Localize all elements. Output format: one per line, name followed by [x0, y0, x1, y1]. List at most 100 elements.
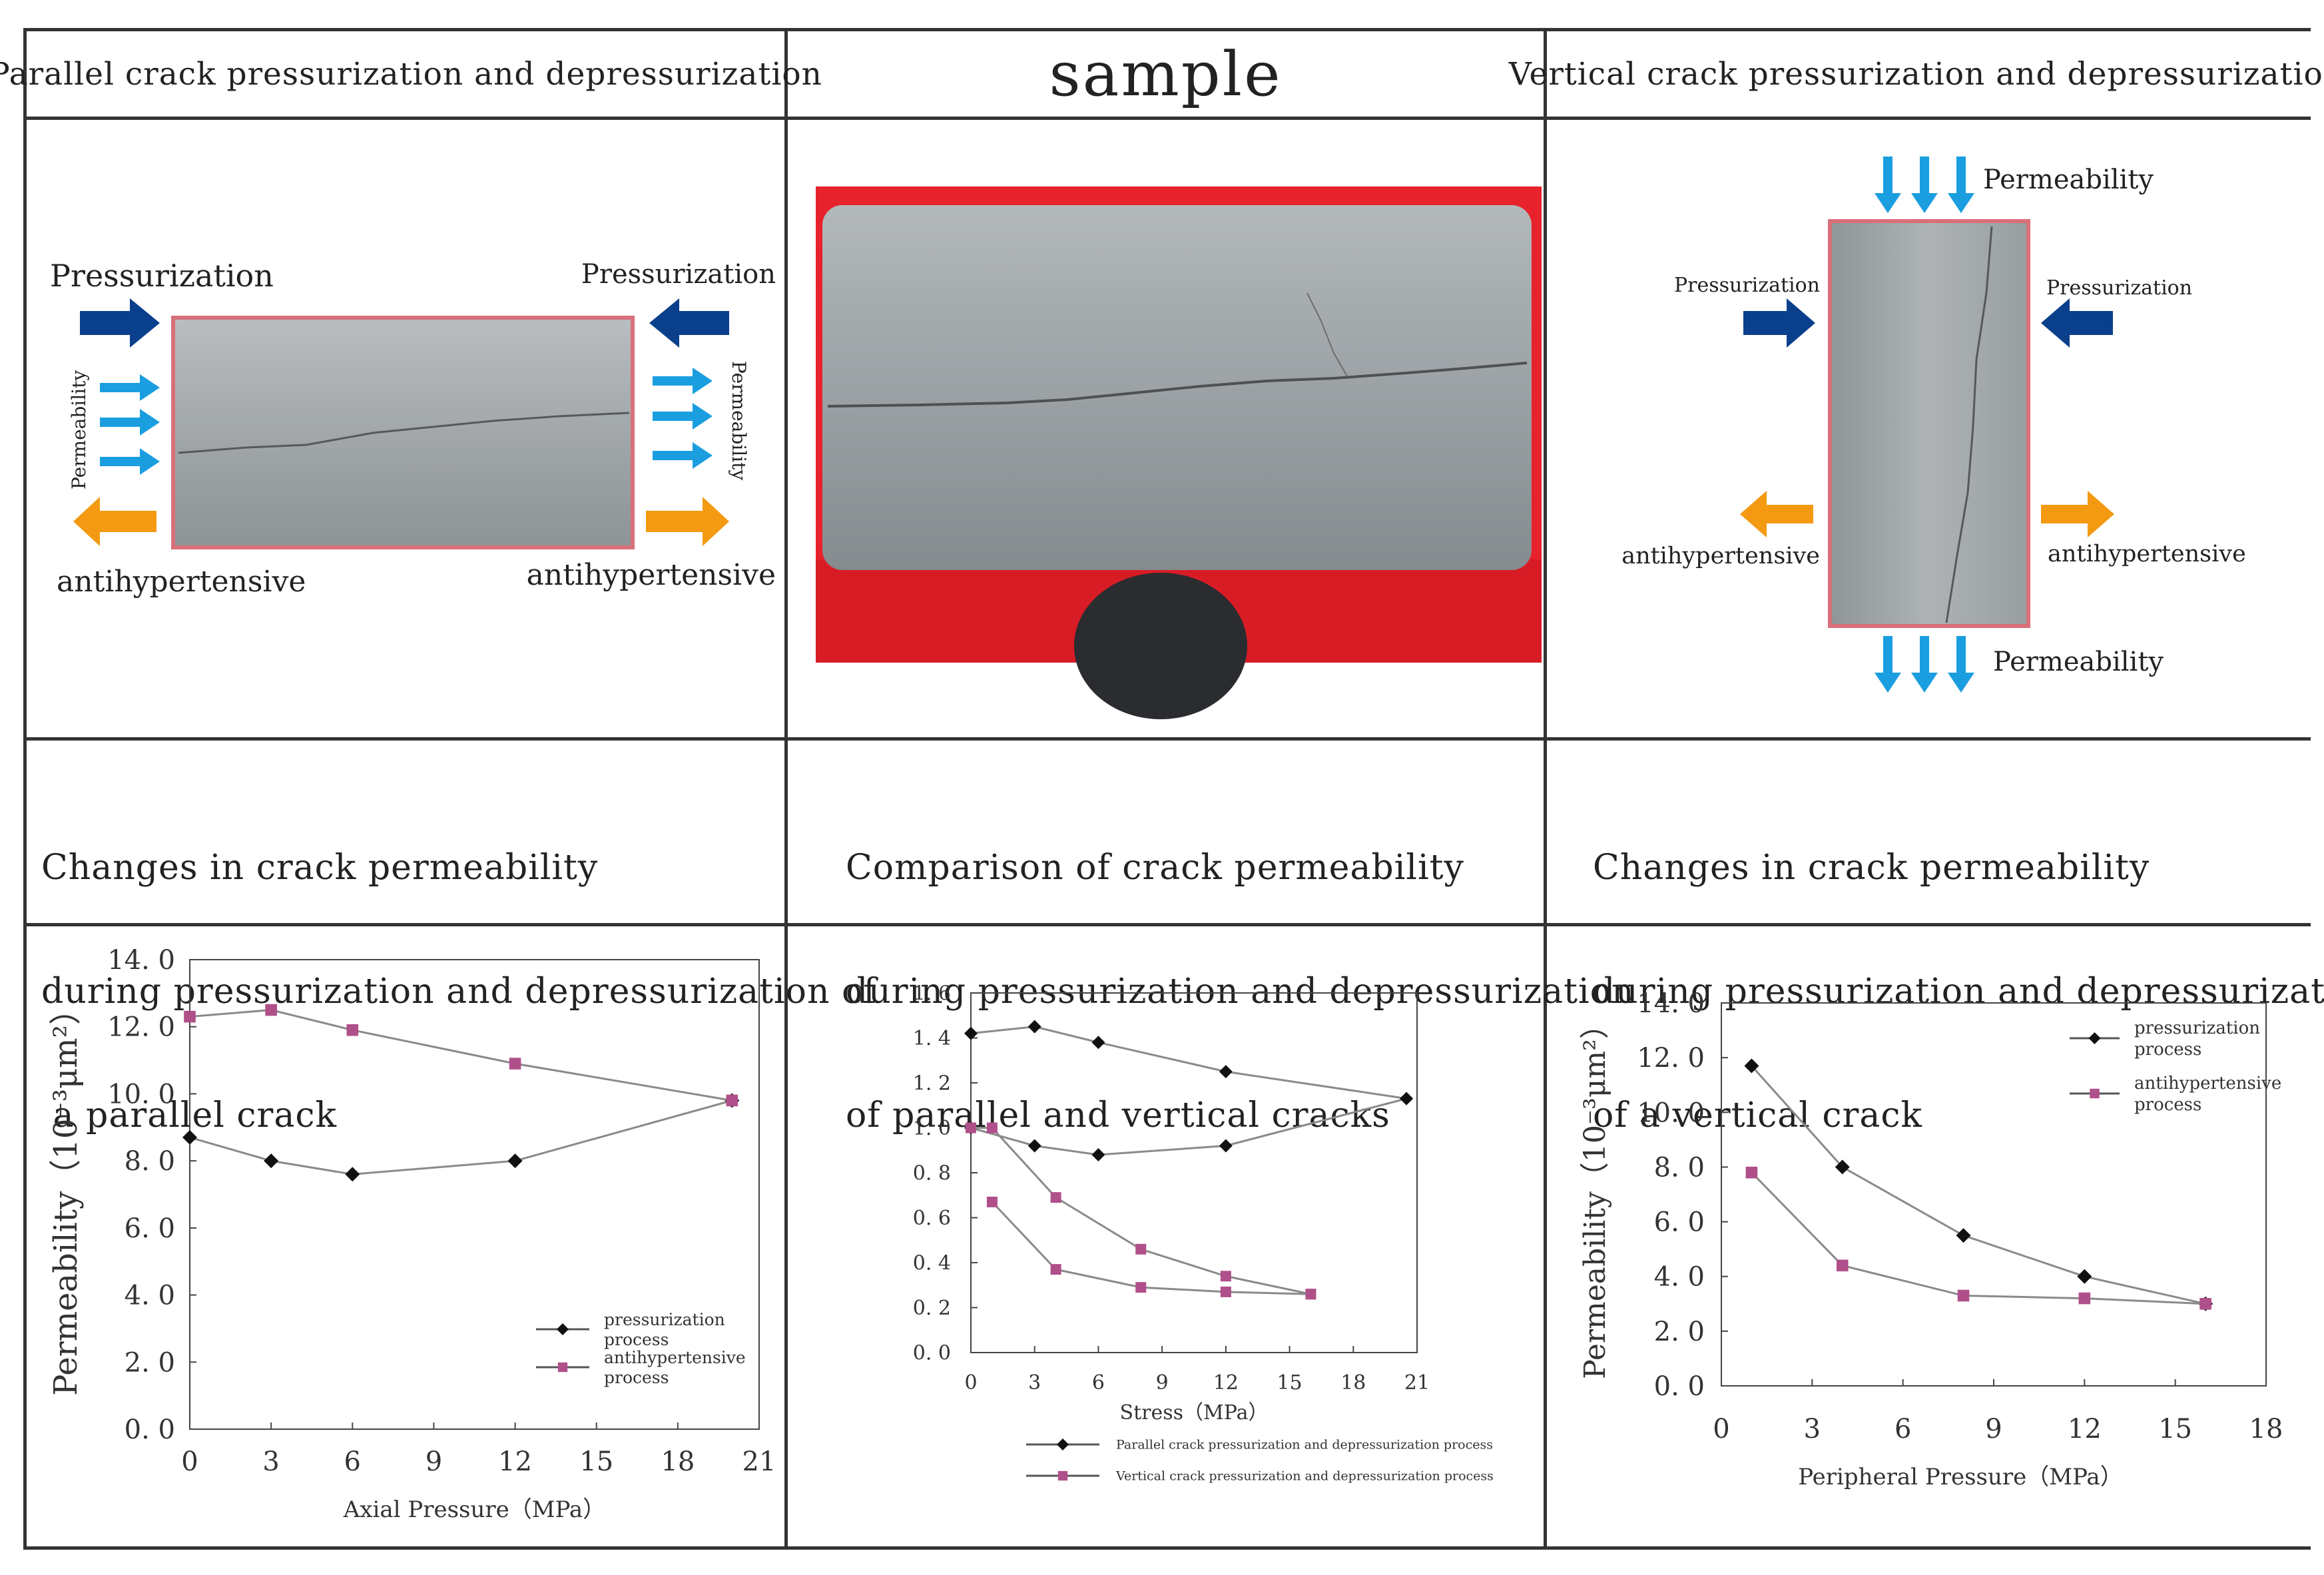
chart-parallel-crack: 0. 0 2. 0 4. 0 6. 0 8. 0 10. 0 12. 0 14. 0 0 3 6 9 1…: [47, 945, 776, 1523]
y-tick-label: 0. 4: [913, 1252, 951, 1275]
plot-area-frame: [1721, 1002, 2267, 1387]
data-point: [1220, 1271, 1231, 1282]
data-point: [1836, 1259, 1849, 1272]
x-tick-label: 3: [1028, 1371, 1041, 1395]
data-point: [1957, 1289, 1970, 1302]
label-permeability-right: Permeability: [728, 361, 750, 480]
x-tick-label: 18: [2249, 1414, 2283, 1444]
table-row-divider-2: [23, 737, 2311, 741]
x-tick-label: 18: [661, 1446, 695, 1477]
x-tick-label: 6: [1092, 1371, 1105, 1395]
data-point: [1219, 1139, 1233, 1153]
antihypertensive-arrow-left: [73, 497, 156, 546]
parallel-crack-line: [178, 412, 630, 454]
caption-line: during pressurization and depressurizati…: [41, 972, 877, 1012]
pressurization-arrow-left: [80, 298, 160, 348]
data-point: [2199, 1297, 2211, 1310]
x-tick-label: 12: [1213, 1371, 1239, 1395]
sample-photo: [816, 186, 1542, 719]
data-point: [1305, 1289, 1316, 1300]
caption-line: of parallel and vertical cracks: [846, 1096, 1390, 1135]
label-permeability-top: Permeability: [1983, 164, 2154, 195]
data-point: [986, 1196, 998, 1207]
x-tick-label: 9: [1156, 1371, 1169, 1395]
label-antihypertensive-left: antihypertensive: [1621, 543, 1820, 569]
data-point: [264, 1153, 279, 1169]
pressurization-arrow-left: [1743, 298, 1815, 348]
legend-label: process: [2134, 1095, 2201, 1115]
y-tick-label: 1. 2: [913, 1072, 951, 1096]
chart-vertical-crack: 0. 0 2. 0 4. 0 6. 0 8. 0 10. 0 12. 0 14. 0 0 3 6 9 1…: [1578, 988, 2283, 1490]
x-tick-label: 0: [964, 1371, 977, 1395]
x-tick-label: 0: [1713, 1414, 1729, 1444]
caption-line: during pressurization and depressurizati…: [1593, 972, 2324, 1012]
y-tick-label: 0. 0: [125, 1415, 175, 1445]
data-point: [2077, 1269, 2092, 1284]
y-axis-label: Permeability（10⁻³μm²）: [1578, 1010, 1612, 1379]
sample-crack: [827, 362, 1528, 408]
x-axis-label: Peripheral Pressure（MPa）: [1798, 1464, 2122, 1490]
x-tick-label: 15: [579, 1446, 613, 1477]
y-tick-label: 10. 0: [107, 1079, 175, 1109]
data-point: [184, 1010, 196, 1023]
x-tick-label: 21: [1404, 1371, 1430, 1395]
data-point: [964, 1026, 978, 1040]
data-point: [1744, 1058, 1759, 1074]
x-axis-label: Axial Pressure（MPa）: [343, 1496, 605, 1523]
y-tick-label: 12. 0: [107, 1012, 175, 1043]
legend-label: pressurization: [604, 1310, 725, 1329]
label-pressurization-right: Pressurization: [581, 259, 776, 290]
sample-core-vertical: [1828, 219, 2030, 628]
y-tick-label: 14. 0: [1637, 988, 1705, 1019]
pressurization-arrow-right: [2041, 298, 2113, 348]
data-point: [1135, 1243, 1147, 1255]
legend-label: pressurization: [2134, 1018, 2260, 1038]
caption-comparison: Comparison of crack permeability during …: [846, 765, 1634, 1177]
legend-label: process: [2134, 1040, 2201, 1060]
data-point: [2090, 1088, 2100, 1099]
legend-entry: Vertical crack pressurization and depres…: [1026, 1469, 1494, 1484]
label-pressurization-left: Pressurization: [50, 258, 274, 294]
table-border-bottom: [23, 1546, 2311, 1550]
x-tick-label: 15: [2158, 1414, 2192, 1444]
x-tick-label: 12: [498, 1446, 532, 1477]
data-point: [1027, 1020, 1041, 1034]
legend-label: antihypertensive: [2134, 1074, 2281, 1094]
sample-crack-branch: [1307, 292, 1348, 377]
coin: [1074, 573, 1247, 719]
header-vertical-crack: Vertical crack pressurization and depres…: [1508, 55, 2324, 93]
y-tick-label: 0. 6: [913, 1207, 951, 1230]
x-tick-label: 6: [344, 1446, 361, 1477]
table-row-divider-3: [23, 923, 2311, 926]
data-point: [1050, 1192, 1061, 1203]
y-tick-label: 6. 0: [125, 1213, 175, 1244]
data-point: [557, 1323, 569, 1335]
table-border-top: [23, 28, 2311, 31]
caption-line: of a vertical crack: [1593, 1096, 1923, 1135]
permeability-arrows-top: [1875, 157, 1974, 213]
label-pressurization-left: Pressurization: [1674, 274, 1820, 297]
antihypertensive-arrow-right: [2041, 491, 2114, 537]
y-tick-label: 0. 2: [913, 1297, 951, 1320]
vertical-crack-diagram: Permeability Permeability Pressurization…: [1621, 157, 2246, 693]
caption-line: a parallel crack: [41, 1096, 338, 1135]
table-border-left: [23, 28, 27, 1550]
y-tick-label: 8. 0: [125, 1146, 175, 1177]
data-point: [1745, 1166, 1758, 1179]
parallel-crack-diagram: Pressurization Pressurization Permeabili…: [50, 258, 776, 599]
x-tick-label: 3: [262, 1446, 279, 1477]
legend-label: Parallel crack pressurization and depres…: [1116, 1438, 1493, 1452]
plot-area-frame: [970, 992, 1418, 1353]
table-col-divider-2: [1544, 28, 1547, 1550]
legend-entry: Parallel crack pressurization and depres…: [1026, 1438, 1493, 1452]
pressurization-arrow-right: [649, 298, 729, 348]
x-tick-label: 9: [1985, 1414, 2002, 1444]
x-tick-label: 15: [1277, 1371, 1302, 1395]
x-tick-label: 6: [1894, 1414, 1911, 1444]
series-line: [189, 1009, 732, 1102]
caption-vertical-crack: Changes in crack permeability during pre…: [1593, 765, 2324, 1177]
legend-label: process: [604, 1330, 669, 1349]
data-point: [1835, 1159, 1850, 1175]
